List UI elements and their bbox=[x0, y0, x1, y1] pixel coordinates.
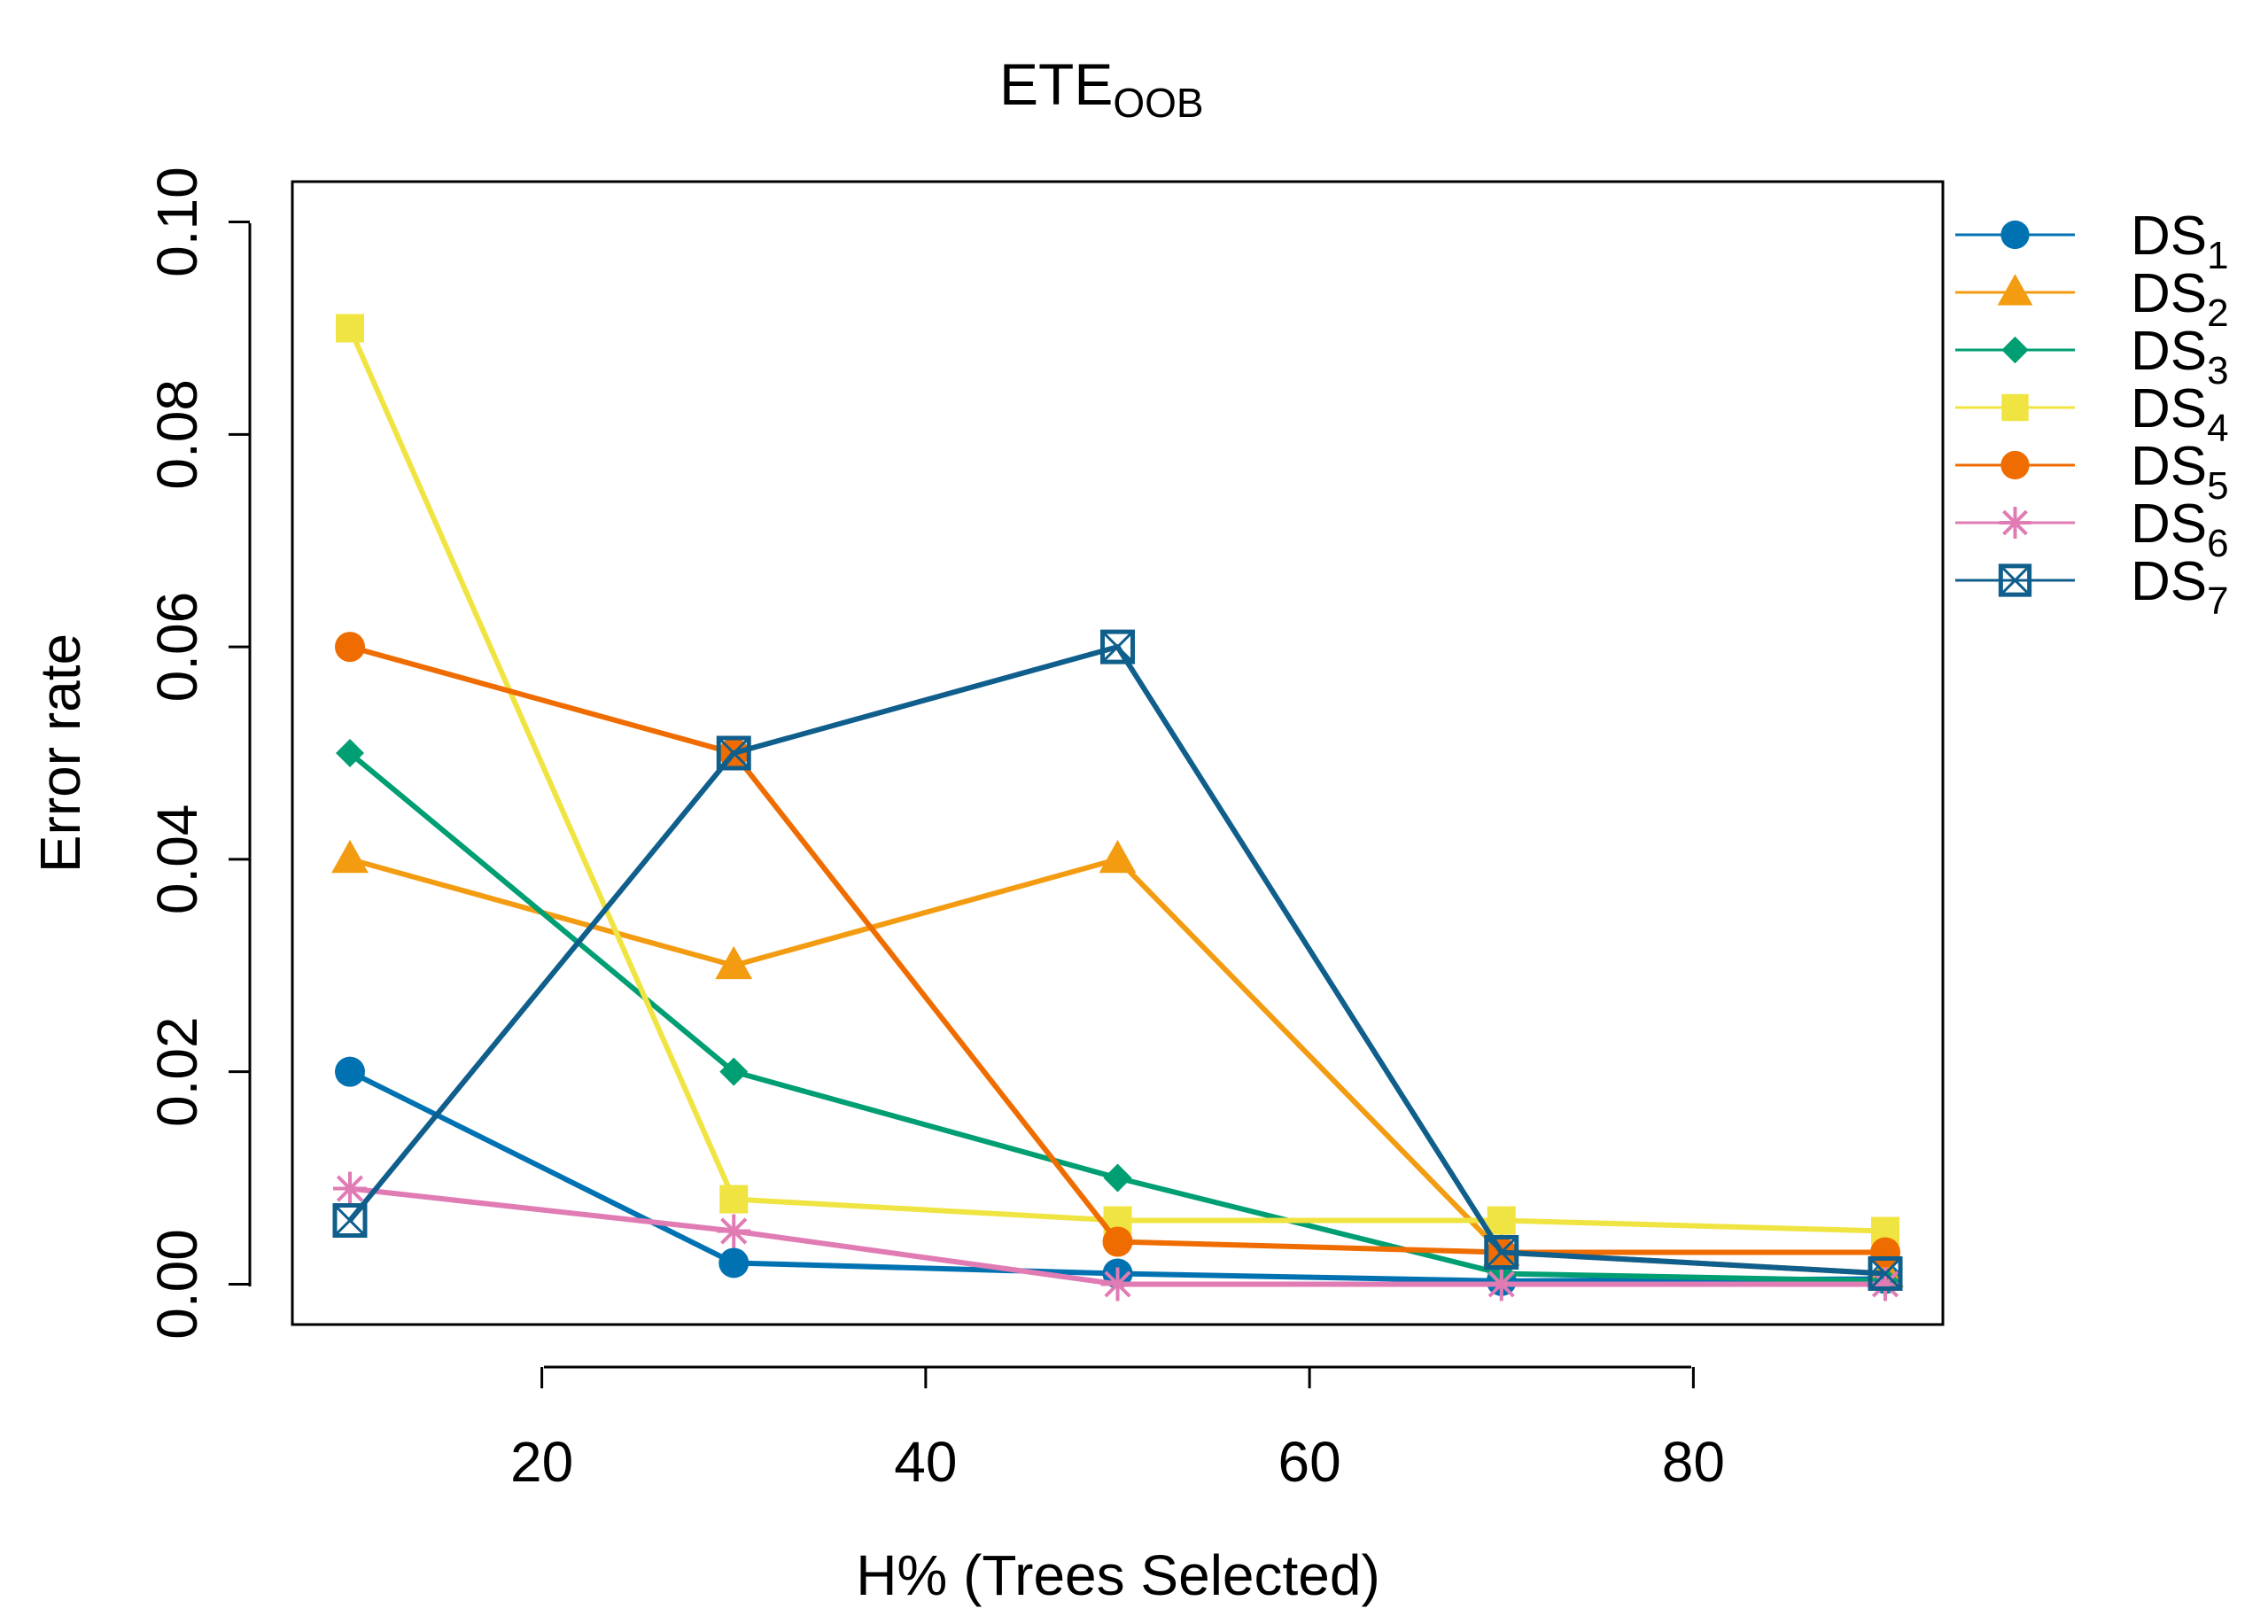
plot-frame bbox=[291, 180, 1945, 1326]
legend-label: DS1 bbox=[2131, 206, 2229, 277]
data-point-marker bbox=[331, 839, 369, 874]
legend-item-2: DS2 bbox=[1955, 263, 2229, 335]
legend-label: DS2 bbox=[2131, 263, 2229, 335]
y-tick-label: 0.06 bbox=[145, 592, 209, 703]
data-point-marker bbox=[1999, 506, 2031, 540]
data-point-marker bbox=[1484, 1267, 1518, 1302]
x-tick-label: 60 bbox=[1278, 1430, 1341, 1494]
data-point-marker bbox=[1099, 839, 1137, 874]
legend-label-subscript: 1 bbox=[2207, 234, 2228, 277]
data-point-marker bbox=[332, 1171, 367, 1206]
data-point-marker bbox=[1868, 1255, 1903, 1291]
x-tick-label: 80 bbox=[1662, 1430, 1725, 1494]
data-point-marker bbox=[715, 945, 753, 980]
data-point-marker bbox=[334, 632, 365, 663]
series-line bbox=[348, 750, 1886, 1284]
data-point-marker bbox=[1997, 274, 2033, 306]
x-tick-label: 40 bbox=[894, 1430, 957, 1494]
title-main: ETE bbox=[999, 51, 1113, 117]
y-tick-label: 0.08 bbox=[145, 379, 209, 490]
data-point-marker bbox=[2001, 393, 2029, 422]
data-point-marker bbox=[719, 1185, 749, 1214]
y-axis: 0.00 0.02 0.04 0.06 0.08 0.10 bbox=[145, 167, 252, 1340]
series-line bbox=[347, 327, 1886, 1234]
x-tick-label: 20 bbox=[510, 1430, 573, 1494]
legend-item-1: DS1 bbox=[1955, 206, 2229, 277]
data-point-marker bbox=[334, 1056, 365, 1087]
data-point-marker bbox=[716, 735, 751, 771]
legend-label: DS5 bbox=[2131, 436, 2229, 508]
legend-item-4: DS4 bbox=[1955, 378, 2229, 450]
y-tick-label: 0.02 bbox=[145, 1016, 209, 1127]
legend-label-subscript: 2 bbox=[2207, 291, 2228, 335]
legend-label-main: DS bbox=[2131, 551, 2207, 612]
data-point-marker bbox=[2001, 336, 2029, 364]
data-point-marker bbox=[719, 1057, 749, 1086]
legend-label-main: DS bbox=[2131, 493, 2207, 555]
legend-label-main: DS bbox=[2131, 206, 2207, 267]
legend-label-subscript: 7 bbox=[2207, 579, 2228, 623]
series-4 bbox=[335, 314, 1900, 1246]
legend-label-main: DS bbox=[2131, 263, 2207, 324]
data-point-marker bbox=[335, 739, 364, 767]
x-axis-label: H% (Trees Selected) bbox=[856, 1543, 1380, 1607]
legend-item-7: DS7 bbox=[1955, 551, 2229, 623]
data-point-marker bbox=[2000, 220, 2030, 250]
legend-label-main: DS bbox=[2131, 321, 2207, 382]
legend-item-5: DS5 bbox=[1955, 436, 2229, 508]
y-tick-label: 0.00 bbox=[145, 1229, 209, 1340]
legend-label-subscript: 4 bbox=[2207, 407, 2228, 450]
data-point-marker bbox=[1100, 1267, 1135, 1302]
data-point-marker bbox=[1103, 1163, 1132, 1193]
legend-label-subscript: 5 bbox=[2207, 464, 2228, 508]
data-point-marker bbox=[1998, 563, 2032, 597]
data-point-marker bbox=[1484, 1234, 1519, 1270]
data-point-marker bbox=[718, 1247, 750, 1278]
legend-item-6: DS6 bbox=[1955, 493, 2229, 565]
data-point-marker bbox=[335, 314, 364, 343]
series-7 bbox=[332, 629, 1903, 1291]
data-point-marker bbox=[332, 1203, 368, 1239]
x-axis: 20 40 60 80 bbox=[510, 1365, 1725, 1494]
legend-label: DS4 bbox=[2131, 378, 2229, 450]
data-point-marker bbox=[1100, 629, 1135, 664]
legend-label: DS7 bbox=[2131, 551, 2229, 623]
series-6 bbox=[332, 1171, 1903, 1302]
legend-label-subscript: 6 bbox=[2207, 522, 2228, 565]
title-subscript: OOB bbox=[1113, 80, 1203, 126]
legend-item-3: DS3 bbox=[1955, 321, 2229, 392]
title-text: ETEOOB bbox=[999, 51, 1204, 126]
chart-title: ETEOOB bbox=[999, 51, 1204, 126]
legend-label-main: DS bbox=[2131, 378, 2207, 439]
y-tick-label: 0.10 bbox=[145, 167, 209, 277]
data-point-marker bbox=[1487, 1206, 1516, 1235]
legend-label-subscript: 3 bbox=[2207, 349, 2228, 392]
series-line bbox=[349, 644, 1886, 1255]
series-layer bbox=[331, 314, 1904, 1302]
y-axis-label: Error rate bbox=[28, 633, 92, 873]
legend-label-main: DS bbox=[2131, 436, 2207, 497]
legend-label: DS6 bbox=[2131, 493, 2229, 565]
y-tick-label: 0.04 bbox=[145, 804, 209, 915]
legend-label: DS3 bbox=[2131, 321, 2229, 392]
data-point-marker bbox=[2000, 450, 2030, 480]
data-point-marker bbox=[1102, 1226, 1133, 1257]
data-point-marker bbox=[717, 1214, 751, 1248]
